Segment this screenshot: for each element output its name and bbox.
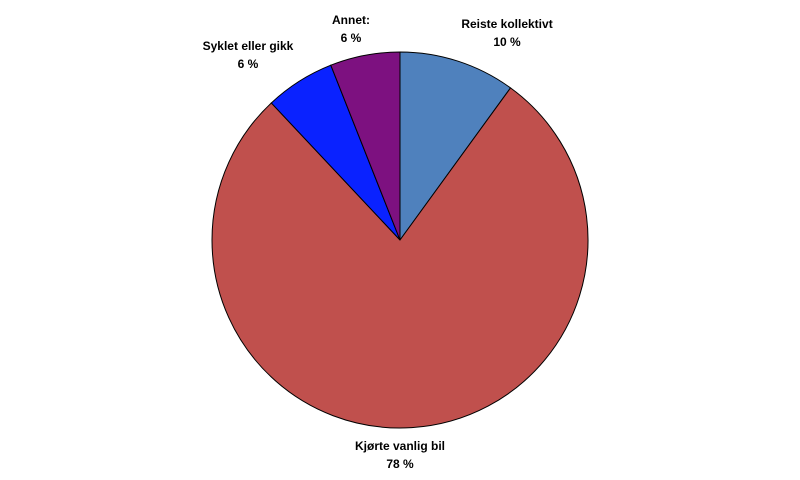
slice-label-name: Kjørte vanlig bil (355, 439, 445, 453)
slice-label-name: Syklet eller gikk (203, 39, 294, 53)
slice-label-value: 78 % (386, 457, 414, 471)
slice-label-name: Reiste kollektivt (461, 17, 552, 31)
slice-label-value: 10 % (493, 35, 521, 49)
pie-labels: Reiste kollektivt 10 % Kjørte vanlig bil 78… (203, 13, 553, 471)
slice-label: Syklet eller gikk 6 % (203, 39, 294, 71)
slice-label: Kjørte vanlig bil 78 % (355, 439, 445, 471)
pie-slices (211, 51, 589, 429)
slice-label: Reiste kollektivt 10 % (461, 17, 552, 49)
slice-label-value: 6 % (238, 57, 259, 71)
pie-slice-annet (330, 51, 401, 241)
slice-label-value: 6 % (341, 31, 362, 45)
pie-slice-kjørte-vanlig-bil (211, 87, 589, 429)
pie-slice-reiste-kollektivt (399, 51, 512, 242)
slice-label-name: Annet: (332, 13, 370, 27)
slice-label: Annet: 6 % (332, 13, 370, 45)
